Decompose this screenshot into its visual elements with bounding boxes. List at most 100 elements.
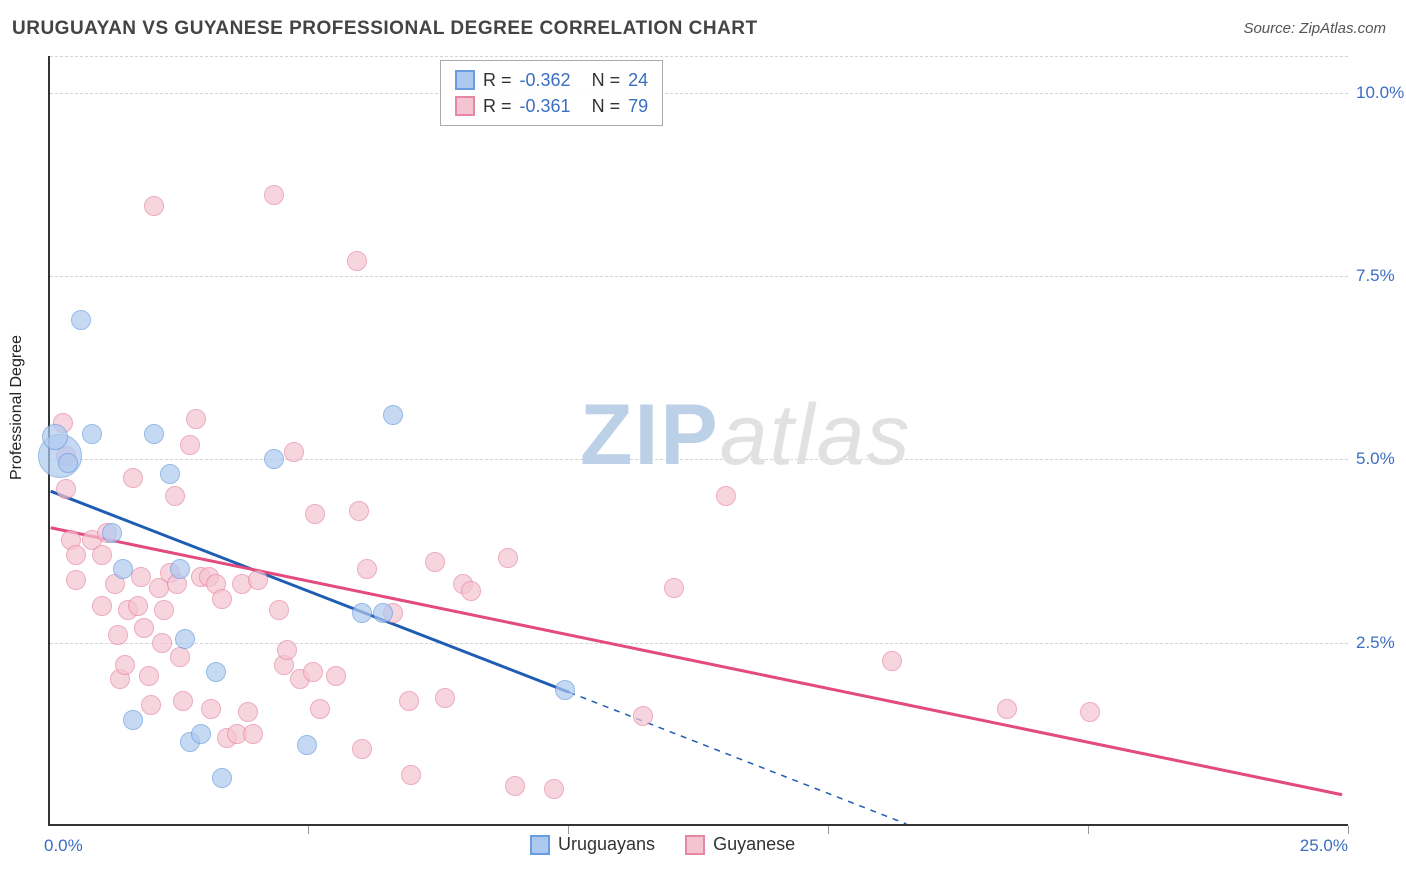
- data-point-uruguayans: [175, 629, 195, 649]
- data-point-uruguayans: [212, 768, 232, 788]
- legend-label-guyanese: Guyanese: [713, 834, 795, 855]
- data-point-guyanese: [633, 706, 653, 726]
- data-point-guyanese: [131, 567, 151, 587]
- data-point-guyanese: [139, 666, 159, 686]
- swatch-uruguayans-icon: [455, 70, 475, 90]
- data-point-uruguayans: [191, 724, 211, 744]
- gridline: [50, 459, 1348, 460]
- data-point-guyanese: [108, 625, 128, 645]
- data-point-uruguayans: [160, 464, 180, 484]
- n-value-guyanese: 79: [628, 93, 648, 119]
- gridline: [50, 56, 1348, 57]
- data-point-guyanese: [435, 688, 455, 708]
- plot-area: ZIPatlas R = -0.362 N = 24 R = -0.361 N …: [48, 56, 1348, 826]
- data-point-guyanese: [461, 581, 481, 601]
- data-point-guyanese: [544, 779, 564, 799]
- watermark: ZIPatlas: [580, 386, 911, 485]
- series-legend: Uruguayans Guyanese: [530, 834, 795, 855]
- gridline: [50, 93, 1348, 94]
- data-point-guyanese: [716, 486, 736, 506]
- x-tick-marker: [568, 826, 569, 834]
- watermark-left: ZIP: [580, 387, 720, 483]
- data-point-uruguayans: [144, 424, 164, 444]
- n-value-uruguayans: 24: [628, 67, 648, 93]
- gridline: [50, 276, 1348, 277]
- x-tick-marker: [828, 826, 829, 834]
- x-tick-marker: [308, 826, 309, 834]
- y-tick-label: 2.5%: [1356, 633, 1406, 653]
- x-axis-min-label: 0.0%: [44, 836, 83, 856]
- data-point-guyanese: [173, 691, 193, 711]
- data-point-guyanese: [505, 776, 525, 796]
- data-point-guyanese: [154, 600, 174, 620]
- data-point-guyanese: [349, 501, 369, 521]
- data-point-guyanese: [123, 468, 143, 488]
- data-point-guyanese: [115, 655, 135, 675]
- data-point-guyanese: [144, 196, 164, 216]
- data-point-uruguayans: [102, 523, 122, 543]
- x-axis-max-label: 25.0%: [1300, 836, 1348, 856]
- data-point-guyanese: [352, 739, 372, 759]
- data-point-guyanese: [401, 765, 421, 785]
- data-point-uruguayans: [555, 680, 575, 700]
- watermark-right: atlas: [720, 387, 912, 483]
- r-value-uruguayans: -0.362: [520, 67, 571, 93]
- x-tick-marker: [1088, 826, 1089, 834]
- data-point-guyanese: [141, 695, 161, 715]
- data-point-uruguayans: [352, 603, 372, 623]
- trend-line: [569, 692, 906, 824]
- data-point-uruguayans: [113, 559, 133, 579]
- r-label: R =: [483, 67, 512, 93]
- data-point-guyanese: [277, 640, 297, 660]
- y-tick-label: 7.5%: [1356, 266, 1406, 286]
- swatch-uruguayans-icon: [530, 835, 550, 855]
- legend-item-guyanese: Guyanese: [685, 834, 795, 855]
- source-label: Source: ZipAtlas.com: [1243, 20, 1386, 37]
- data-point-uruguayans: [170, 559, 190, 579]
- r-label: R =: [483, 93, 512, 119]
- data-point-guyanese: [357, 559, 377, 579]
- data-point-uruguayans: [123, 710, 143, 730]
- data-point-guyanese: [201, 699, 221, 719]
- data-point-uruguayans: [206, 662, 226, 682]
- data-point-guyanese: [425, 552, 445, 572]
- data-point-guyanese: [212, 589, 232, 609]
- data-point-guyanese: [92, 596, 112, 616]
- data-point-guyanese: [243, 724, 263, 744]
- x-tick-marker: [1348, 826, 1349, 834]
- data-point-guyanese: [66, 545, 86, 565]
- data-point-guyanese: [997, 699, 1017, 719]
- data-point-guyanese: [1080, 702, 1100, 722]
- r-value-guyanese: -0.361: [520, 93, 571, 119]
- data-point-uruguayans: [58, 453, 78, 473]
- data-point-guyanese: [238, 702, 258, 722]
- data-point-guyanese: [310, 699, 330, 719]
- n-label: N =: [592, 67, 621, 93]
- data-point-uruguayans: [373, 603, 393, 623]
- correlation-legend: R = -0.362 N = 24 R = -0.361 N = 79: [440, 60, 663, 126]
- data-point-guyanese: [66, 570, 86, 590]
- chart-title: URUGUAYAN VS GUYANESE PROFESSIONAL DEGRE…: [12, 18, 758, 40]
- gridline: [50, 643, 1348, 644]
- n-label: N =: [592, 93, 621, 119]
- y-tick-label: 10.0%: [1356, 83, 1406, 103]
- data-point-guyanese: [269, 600, 289, 620]
- legend-item-uruguayans: Uruguayans: [530, 834, 655, 855]
- data-point-uruguayans: [383, 405, 403, 425]
- data-point-guyanese: [326, 666, 346, 686]
- chart-container: URUGUAYAN VS GUYANESE PROFESSIONAL DEGRE…: [0, 0, 1406, 892]
- data-point-guyanese: [264, 185, 284, 205]
- data-point-guyanese: [248, 570, 268, 590]
- data-point-guyanese: [92, 545, 112, 565]
- swatch-guyanese-icon: [685, 835, 705, 855]
- trend-line: [51, 528, 1342, 795]
- data-point-guyanese: [165, 486, 185, 506]
- legend-label-uruguayans: Uruguayans: [558, 834, 655, 855]
- legend-row-uruguayans: R = -0.362 N = 24: [455, 67, 648, 93]
- legend-row-guyanese: R = -0.361 N = 79: [455, 93, 648, 119]
- data-point-guyanese: [170, 647, 190, 667]
- data-point-guyanese: [134, 618, 154, 638]
- data-point-guyanese: [664, 578, 684, 598]
- data-point-guyanese: [303, 662, 323, 682]
- data-point-guyanese: [56, 479, 76, 499]
